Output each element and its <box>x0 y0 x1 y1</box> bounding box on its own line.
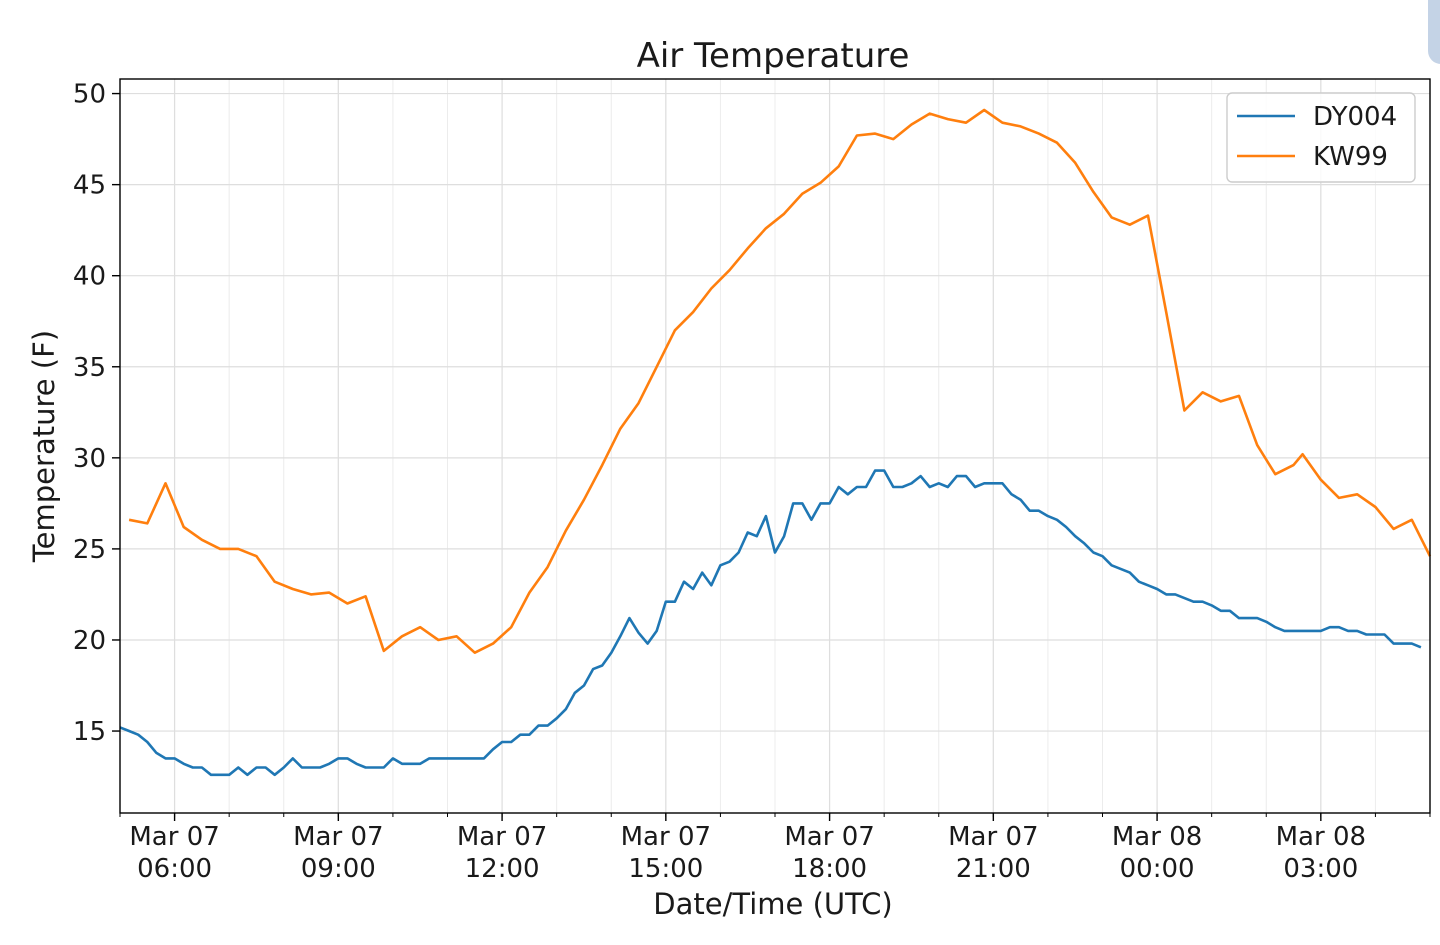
x-tick-label-date: Mar 07 <box>129 822 219 852</box>
x-tick-label-date: Mar 07 <box>293 822 383 852</box>
y-tick-label: 45 <box>73 171 106 201</box>
chart-title: Air Temperature <box>637 36 910 76</box>
edge-tab <box>1428 0 1440 64</box>
x-tick-label-date: Mar 07 <box>621 822 711 852</box>
series-line-kw99 <box>128 108 1432 654</box>
x-tick-label-time: 00:00 <box>1120 854 1195 884</box>
y-tick-label: 20 <box>73 626 106 656</box>
y-tick-label: 35 <box>73 353 106 383</box>
x-tick-label-time: 06:00 <box>137 854 212 884</box>
x-tick-label-time: 09:00 <box>301 854 376 884</box>
y-tick-label: 15 <box>73 717 106 747</box>
x-tick-label-time: 03:00 <box>1283 854 1358 884</box>
series-line-dy004 <box>119 469 1422 777</box>
y-tick-label: 30 <box>73 444 106 474</box>
plot-series <box>119 108 1432 777</box>
x-tick-label-date: Mar 08 <box>1112 822 1202 852</box>
x-tick-label-date: Mar 07 <box>784 822 874 852</box>
x-tick-label-time: 12:00 <box>465 854 540 884</box>
x-tick-label-time: 18:00 <box>792 854 867 884</box>
x-tick-label-date: Mar 07 <box>948 822 1038 852</box>
legend-label-kw99: KW99 <box>1313 142 1388 172</box>
y-axis-label: Temperature (F) <box>27 330 61 563</box>
y-tick-label: 40 <box>73 262 106 292</box>
legend: DY004 KW99 <box>1226 92 1416 183</box>
x-axis-label: Date/Time (UTC) <box>653 887 892 921</box>
x-tick-label-time: 21:00 <box>956 854 1031 884</box>
x-tick-label-date: Mar 08 <box>1276 822 1366 852</box>
y-tick-label: 25 <box>73 535 106 565</box>
x-tick-label-time: 15:00 <box>628 854 703 884</box>
y-tick-label: 50 <box>73 80 106 110</box>
legend-label-dy004: DY004 <box>1313 102 1397 132</box>
x-tick-label-date: Mar 07 <box>457 822 547 852</box>
